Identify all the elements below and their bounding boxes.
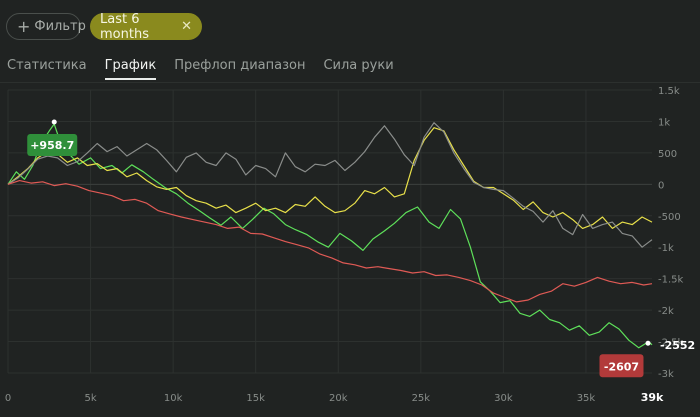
x-tick-label: 30k bbox=[494, 393, 513, 404]
plus-icon: + bbox=[17, 16, 31, 36]
tab-statistics[interactable]: Статистика bbox=[7, 58, 87, 73]
tab-hand-strength[interactable]: Сила руки bbox=[323, 58, 394, 73]
min-badge bbox=[599, 354, 644, 378]
filter-label: Фильтр bbox=[34, 19, 86, 34]
x-tick-label: 10k bbox=[164, 393, 183, 404]
y-tick-label: -1k bbox=[658, 243, 674, 254]
period-filter-chip[interactable]: Last 6 months ✕ bbox=[90, 11, 202, 42]
tab-chart[interactable]: График bbox=[104, 58, 157, 80]
y-tick-label: -3k bbox=[658, 369, 674, 380]
x-tick-label: 15k bbox=[246, 393, 265, 404]
min-badge-label: -2607 bbox=[604, 360, 639, 373]
y-tick-label: 500 bbox=[658, 149, 677, 160]
y-tick-label: 0 bbox=[658, 180, 664, 191]
x-tick-label: 0 bbox=[5, 393, 11, 404]
tab-divider bbox=[0, 82, 700, 83]
y-tick-label: 1k bbox=[658, 117, 670, 128]
y-tick-label: -2k bbox=[658, 306, 674, 317]
x-tick-label: 5k bbox=[84, 393, 96, 404]
series-line-red bbox=[7, 180, 653, 303]
x-tick-label: 35k bbox=[577, 393, 596, 404]
max-point-marker bbox=[51, 119, 57, 125]
x-tick-label: 20k bbox=[329, 393, 348, 404]
end-value-label: -2552 bbox=[660, 339, 695, 352]
add-filter-button[interactable]: + Фильтр bbox=[6, 13, 86, 40]
y-tick-label: -500 bbox=[658, 212, 681, 223]
y-tick-label: -2.5k bbox=[658, 338, 684, 349]
tab-preflop-range[interactable]: Префлоп диапазон bbox=[174, 58, 306, 73]
series-line-gray bbox=[7, 122, 653, 248]
series-line-green bbox=[7, 123, 653, 349]
tab-bar: Статистика График Префлоп диапазон Сила … bbox=[7, 58, 412, 80]
period-label: Last 6 months bbox=[100, 11, 149, 42]
max-badge bbox=[27, 134, 78, 157]
x-tick-label: 39k bbox=[641, 391, 664, 404]
close-icon[interactable]: ✕ bbox=[181, 19, 192, 34]
min-point-marker bbox=[645, 340, 651, 346]
filter-bar: + Фильтр Last 6 months ✕ bbox=[6, 11, 202, 42]
series-line-yellow bbox=[7, 127, 653, 229]
max-badge-label: +958.7 bbox=[30, 139, 74, 152]
x-tick-label: 25k bbox=[412, 393, 431, 404]
y-tick-label: -1.5k bbox=[658, 275, 684, 286]
results-chart: 0 5k 10k 15k 20k 25k 30k 35k 39k 1.5k 1k 500 0 -500 -1… bbox=[5, 86, 695, 404]
y-tick-label: 1.5k bbox=[658, 86, 680, 97]
